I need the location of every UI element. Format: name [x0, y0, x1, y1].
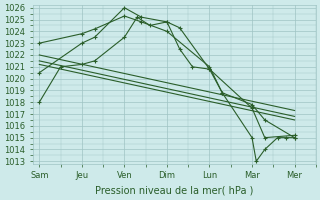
X-axis label: Pression niveau de la mer( hPa ): Pression niveau de la mer( hPa ): [95, 186, 253, 196]
